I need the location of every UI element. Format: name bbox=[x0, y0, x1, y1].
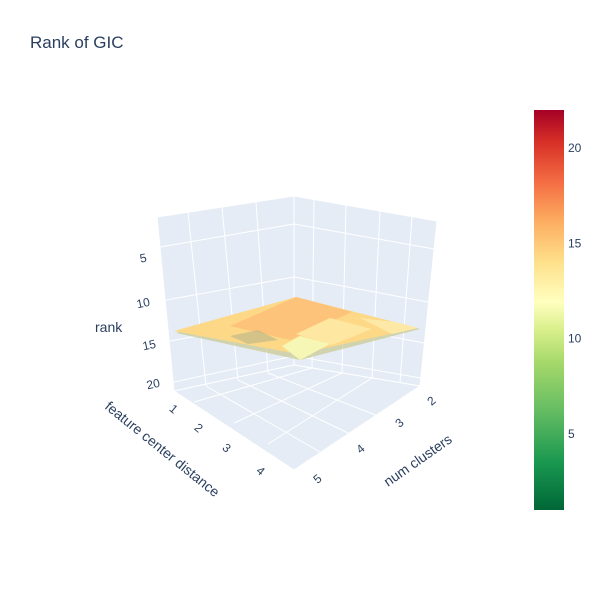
x-axis-tick-label: 3 bbox=[392, 415, 406, 430]
z-axis-tick-label: 15 bbox=[141, 337, 157, 354]
x-axis-tick-label: 4 bbox=[353, 441, 367, 456]
z-axis-title: rank bbox=[95, 319, 123, 335]
x-axis-title: num clusters bbox=[381, 431, 455, 490]
y-axis-tick-label: 2 bbox=[192, 420, 206, 435]
y-axis-tick-label: 4 bbox=[254, 463, 268, 478]
z-axis-tick-label: 10 bbox=[135, 295, 151, 312]
z-axis-ticks: 5 10 15 20 bbox=[135, 250, 161, 392]
z-axis-tick-label: 20 bbox=[145, 376, 161, 393]
colorbar-tick-label: 15 bbox=[568, 236, 582, 250]
y-axis-tick-label: 1 bbox=[167, 401, 181, 416]
colorbar-tick-label: 5 bbox=[568, 427, 575, 441]
colorbar bbox=[534, 110, 564, 510]
x-axis-tick-label: 2 bbox=[424, 393, 438, 408]
z-axis-tick-label: 5 bbox=[138, 250, 148, 265]
y-axis-title: feature center distance bbox=[102, 398, 223, 500]
colorbar-tick-label: 20 bbox=[568, 141, 582, 155]
back-wall-right bbox=[294, 196, 437, 386]
colorbar-tick-label: 10 bbox=[568, 332, 582, 346]
y-axis-tick-label: 3 bbox=[220, 440, 234, 455]
colorbar-ticks: 5 10 15 20 bbox=[568, 141, 582, 441]
x-axis-tick-label: 5 bbox=[310, 471, 324, 486]
back-wall-left bbox=[157, 196, 294, 391]
